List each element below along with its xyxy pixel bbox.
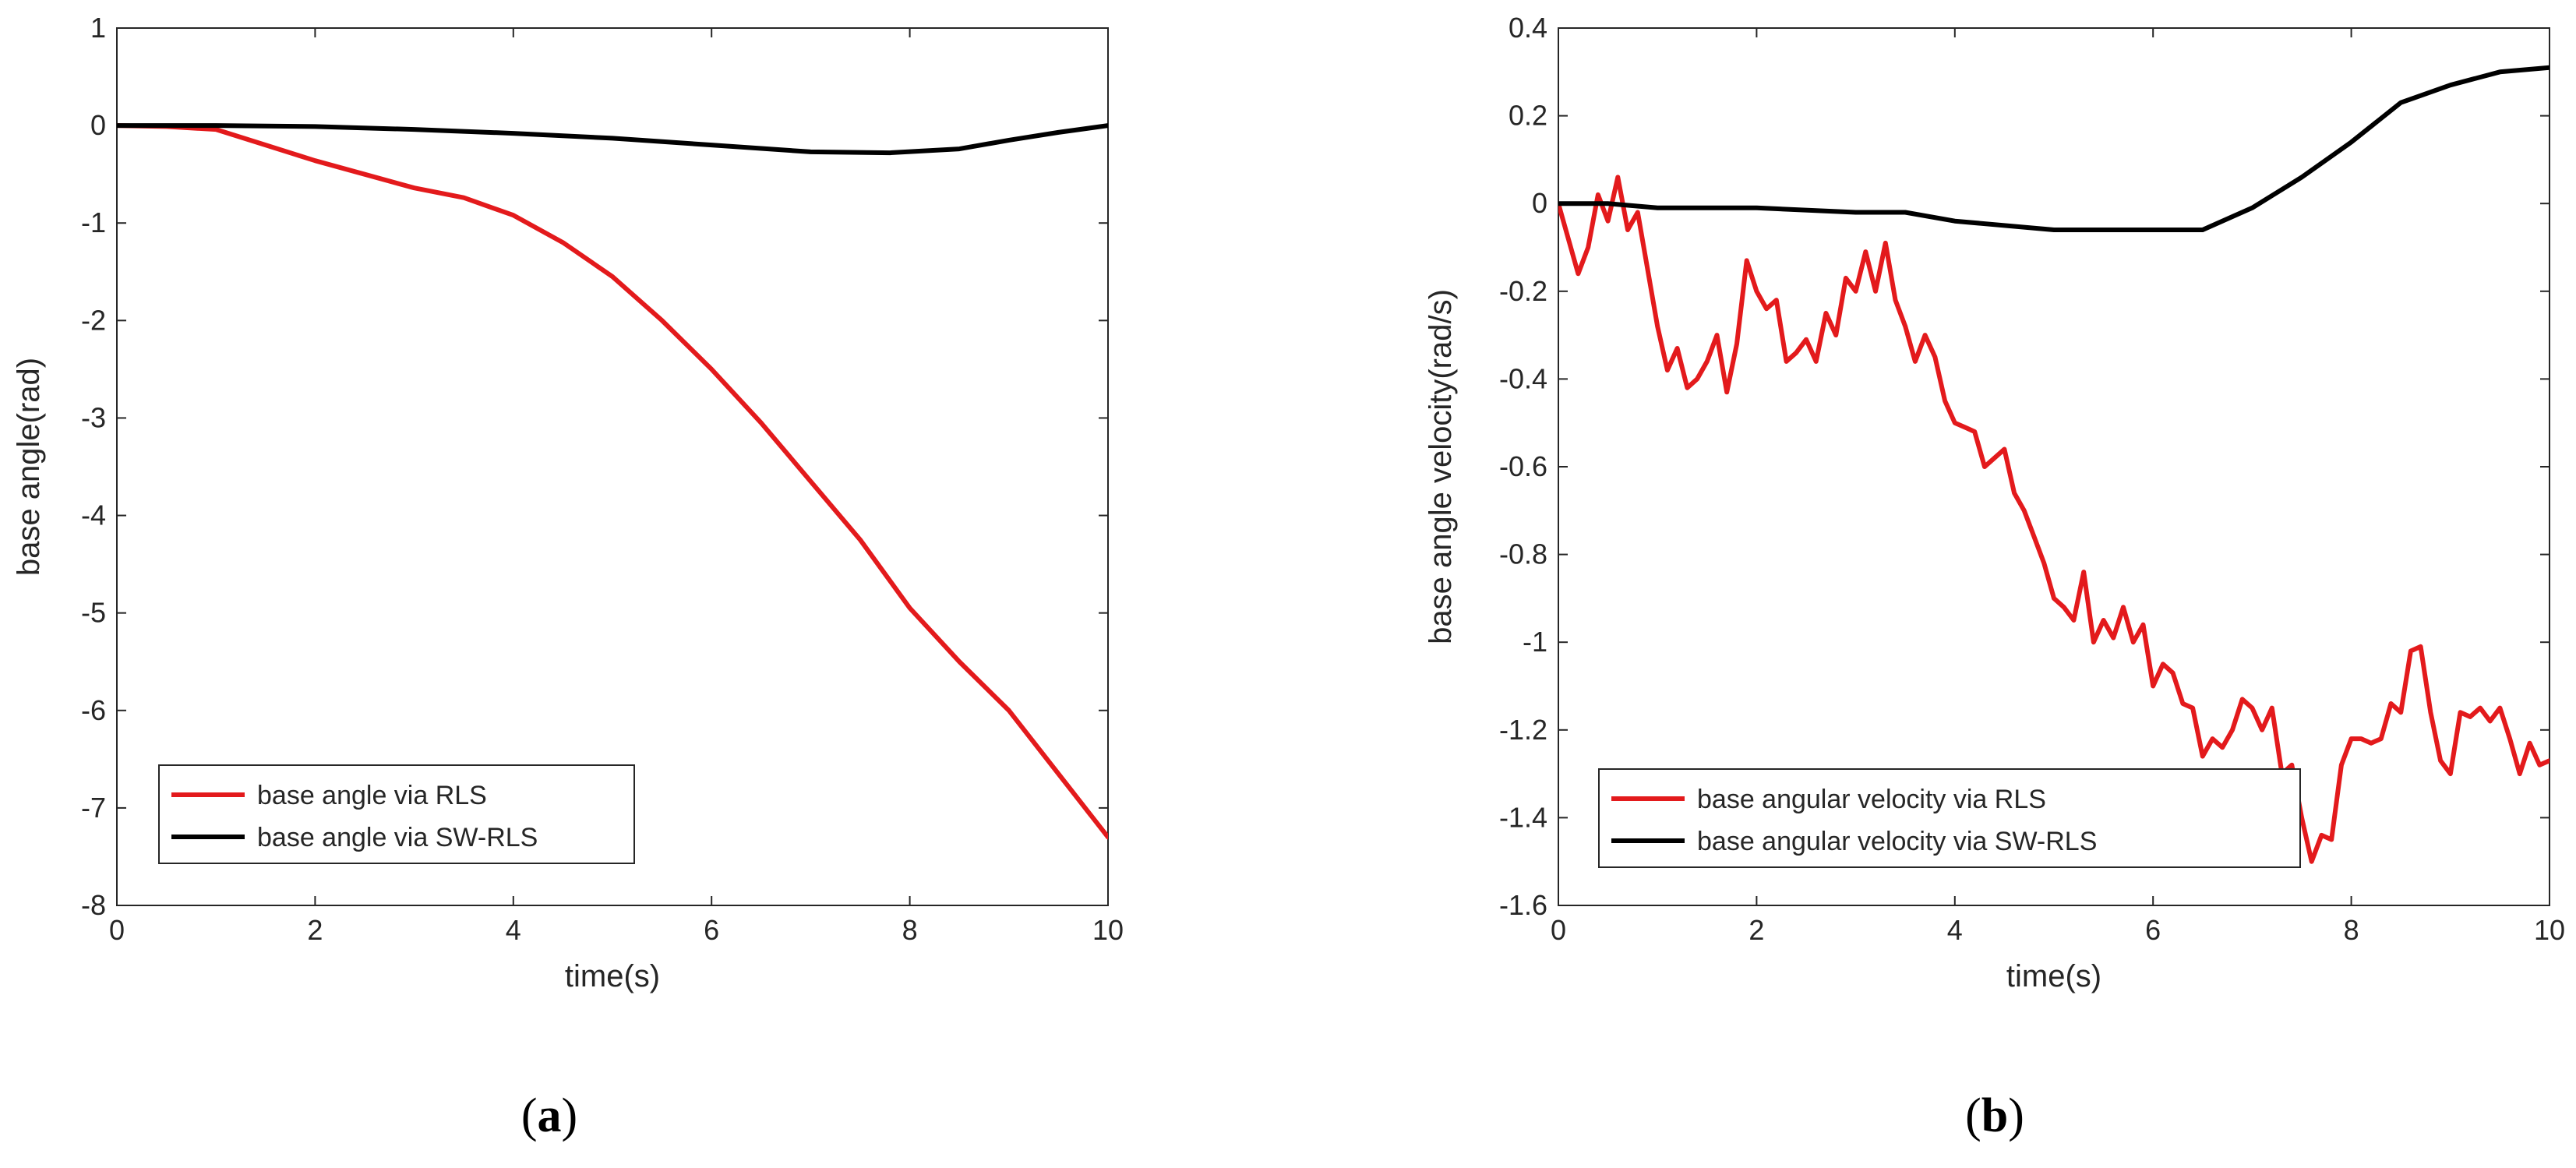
x-axis-label: time(s) <box>565 959 660 993</box>
y-tick-label: -1 <box>81 206 106 238</box>
x-tick-label: 0 <box>109 914 125 946</box>
panel-caption: (a) <box>521 1089 577 1142</box>
x-tick-label: 2 <box>307 914 323 946</box>
legend-label: base angular velocity via RLS <box>1697 785 2046 814</box>
caption-open: ( <box>1965 1089 1981 1142</box>
y-tick-label: -3 <box>81 401 106 433</box>
x-tick-label: 8 <box>2344 914 2359 946</box>
x-tick-label: 10 <box>2534 914 2565 946</box>
y-tick-label: -0.2 <box>1499 275 1547 307</box>
x-tick-label: 10 <box>1092 914 1124 946</box>
chart-panel-b: 0 2 4 6 8 10 0.4 0.2 0 -0.2 -0.4 -0.6 -0.8 -1 -1.2 -1.4… <box>1424 12 2565 1142</box>
legend-label: base angle via SW-RLS <box>257 823 538 852</box>
y-tick-label: 0 <box>1532 187 1547 219</box>
legend: base angular velocity via RLS base angula… <box>1598 768 2301 868</box>
y-tick-label: -7 <box>81 792 106 824</box>
y-tick-label: -2 <box>81 304 106 336</box>
x-tick-label: 2 <box>1749 914 1764 946</box>
x-tick-label: 0 <box>1551 914 1566 946</box>
x-tick-label: 6 <box>2145 914 2161 946</box>
legend-label: base angular velocity via SW-RLS <box>1697 827 2097 856</box>
y-tick-label: -0.8 <box>1499 538 1547 570</box>
panel-caption: (b) <box>1965 1089 2024 1142</box>
caption-close: ) <box>2008 1089 2024 1142</box>
legend-label: base angle via RLS <box>257 781 487 810</box>
y-tick-label: -5 <box>81 597 106 629</box>
plot-frame <box>116 27 1109 906</box>
y-tick-label: -8 <box>81 889 106 921</box>
caption-close: ) <box>562 1089 578 1142</box>
series-line-rls <box>1558 175 2550 864</box>
x-tick-label: 4 <box>1947 914 1963 946</box>
caption-open: ( <box>521 1089 538 1142</box>
y-tick-label: -1 <box>1523 626 1547 658</box>
x-tick-label: 6 <box>704 914 719 946</box>
x-tick-label: 4 <box>506 914 521 946</box>
x-axis-label: time(s) <box>2006 959 2101 993</box>
y-tick-label: -1.4 <box>1499 801 1547 833</box>
y-tick-label: -1.6 <box>1499 889 1547 921</box>
y-tick-label: 0.4 <box>1509 12 1547 44</box>
series-line-rls <box>117 123 1108 840</box>
y-tick-label: -4 <box>81 499 106 531</box>
y-tick-label: -6 <box>81 694 106 726</box>
series-line-sw-rls <box>117 123 1108 156</box>
caption-letter: b <box>1981 1089 2008 1142</box>
legend-box <box>1598 768 2301 868</box>
y-tick-label: -1.2 <box>1499 714 1547 746</box>
y-tick-label: 0.2 <box>1509 100 1547 132</box>
y-tick-label: 0 <box>90 109 106 141</box>
y-axis-label: base angle(rad) <box>12 358 46 576</box>
legend: base angle via RLS base angle via SW-RLS <box>158 764 635 864</box>
legend-box <box>158 764 635 864</box>
caption-letter: a <box>538 1089 562 1142</box>
y-tick-label: 1 <box>90 12 106 44</box>
series-line-sw-rls <box>1558 65 2550 232</box>
x-tick-label: 8 <box>902 914 918 946</box>
y-axis-label: base angle velocity(rad/s) <box>1424 289 1458 644</box>
y-tick-label: -0.4 <box>1499 362 1547 394</box>
y-tick-label: -0.6 <box>1499 450 1547 482</box>
